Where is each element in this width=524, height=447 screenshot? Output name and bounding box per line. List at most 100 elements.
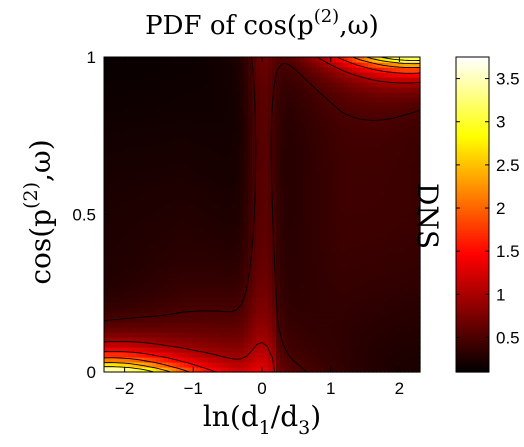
heatmap-cell — [408, 262, 413, 268]
heatmap-cell — [352, 152, 357, 158]
heatmap-cell — [116, 167, 121, 173]
heatmap-cell — [260, 237, 265, 243]
heatmap-cell — [336, 287, 341, 293]
heatmap-cell — [104, 172, 109, 178]
heatmap-cell — [308, 242, 313, 248]
heatmap-cell — [196, 247, 201, 253]
heatmap-cell — [280, 202, 285, 208]
heatmap-cell — [144, 72, 149, 78]
heatmap-cell — [140, 147, 145, 153]
heatmap-cell — [184, 152, 189, 158]
heatmap-cell — [292, 227, 297, 233]
heatmap-cell — [344, 122, 349, 128]
heatmap-cell — [216, 267, 221, 273]
heatmap-cell — [364, 152, 369, 158]
heatmap-cell — [228, 222, 233, 228]
heatmap-cell — [140, 177, 145, 183]
heatmap-cell — [320, 292, 325, 298]
heatmap-cell — [380, 102, 385, 108]
heatmap-cell — [300, 102, 305, 108]
heatmap-cell — [320, 312, 325, 318]
heatmap-cell — [124, 152, 129, 158]
heatmap-cell — [184, 322, 189, 328]
heatmap-cell — [172, 367, 177, 373]
heatmap-cell — [412, 187, 417, 193]
heatmap-cell — [204, 352, 209, 358]
heatmap-cell — [268, 147, 273, 153]
heatmap-cell — [408, 162, 413, 168]
heatmap-cell — [384, 312, 389, 318]
heatmap-cell — [316, 182, 321, 188]
heatmap-cell — [368, 217, 373, 223]
heatmap-cell — [280, 57, 285, 63]
heatmap-cell — [356, 62, 361, 68]
heatmap-cell — [236, 187, 241, 193]
heatmap-cell — [308, 197, 313, 203]
heatmap-cell — [292, 127, 297, 133]
heatmap-cell — [128, 182, 133, 188]
heatmap-cell — [256, 337, 261, 343]
heatmap-cell — [236, 97, 241, 103]
heatmap-cell — [212, 297, 217, 303]
heatmap-cell — [112, 362, 117, 368]
heatmap-cell — [236, 332, 241, 338]
heatmap-cell — [148, 247, 153, 253]
heatmap-cell — [244, 362, 249, 368]
heatmap-cell — [284, 322, 289, 328]
heatmap-cell — [116, 347, 121, 353]
heatmap-cell — [188, 227, 193, 233]
heatmap-cell — [264, 297, 269, 303]
heatmap-cell — [392, 197, 397, 203]
heatmap-cell — [352, 317, 357, 323]
heatmap-cell — [168, 132, 173, 138]
heatmap-cell — [376, 307, 381, 313]
heatmap-cell — [348, 232, 353, 238]
heatmap-cell — [252, 227, 257, 233]
heatmap-cell — [268, 142, 273, 148]
heatmap-cell — [240, 82, 245, 88]
heatmap-cell — [168, 327, 173, 333]
heatmap-cell — [128, 207, 133, 213]
heatmap-cell — [292, 347, 297, 353]
heatmap-cell — [248, 312, 253, 318]
heatmap-cell — [176, 127, 181, 133]
heatmap-cell — [296, 187, 301, 193]
heatmap-cell — [272, 77, 277, 83]
heatmap-cell — [408, 62, 413, 68]
heatmap-cell — [208, 117, 213, 123]
heatmap-cell — [196, 142, 201, 148]
heatmap-cell — [412, 247, 417, 253]
heatmap-cell — [304, 112, 309, 118]
heatmap-cell — [208, 202, 213, 208]
heatmap-cell — [372, 197, 377, 203]
heatmap-cell — [332, 57, 337, 63]
heatmap-cell — [184, 137, 189, 143]
heatmap-cell — [168, 72, 173, 78]
heatmap-cell — [172, 92, 177, 98]
heatmap-cell — [228, 137, 233, 143]
heatmap-cell — [116, 142, 121, 148]
heatmap-cell — [180, 207, 185, 213]
heatmap-cell — [404, 282, 409, 288]
heatmap-cell — [392, 142, 397, 148]
heatmap-cell — [412, 112, 417, 118]
heatmap-cell — [404, 127, 409, 133]
heatmap-cell — [264, 352, 269, 358]
heatmap-cell — [188, 352, 193, 358]
heatmap-cell — [396, 297, 401, 303]
heatmap-cell — [160, 182, 165, 188]
heatmap-cell — [352, 187, 357, 193]
heatmap-cell — [164, 147, 169, 153]
heatmap-cell — [280, 277, 285, 283]
heatmap-cell — [132, 252, 137, 258]
heatmap-cell — [124, 122, 129, 128]
heatmap-cell — [316, 192, 321, 198]
heatmap-cell — [200, 282, 205, 288]
heatmap-cell — [144, 192, 149, 198]
heatmap-cell — [128, 322, 133, 328]
heatmap-cell — [144, 157, 149, 163]
heatmap-cell — [404, 352, 409, 358]
heatmap-cell — [184, 367, 189, 373]
heatmap-cell — [188, 312, 193, 318]
heatmap-cell — [340, 352, 345, 358]
